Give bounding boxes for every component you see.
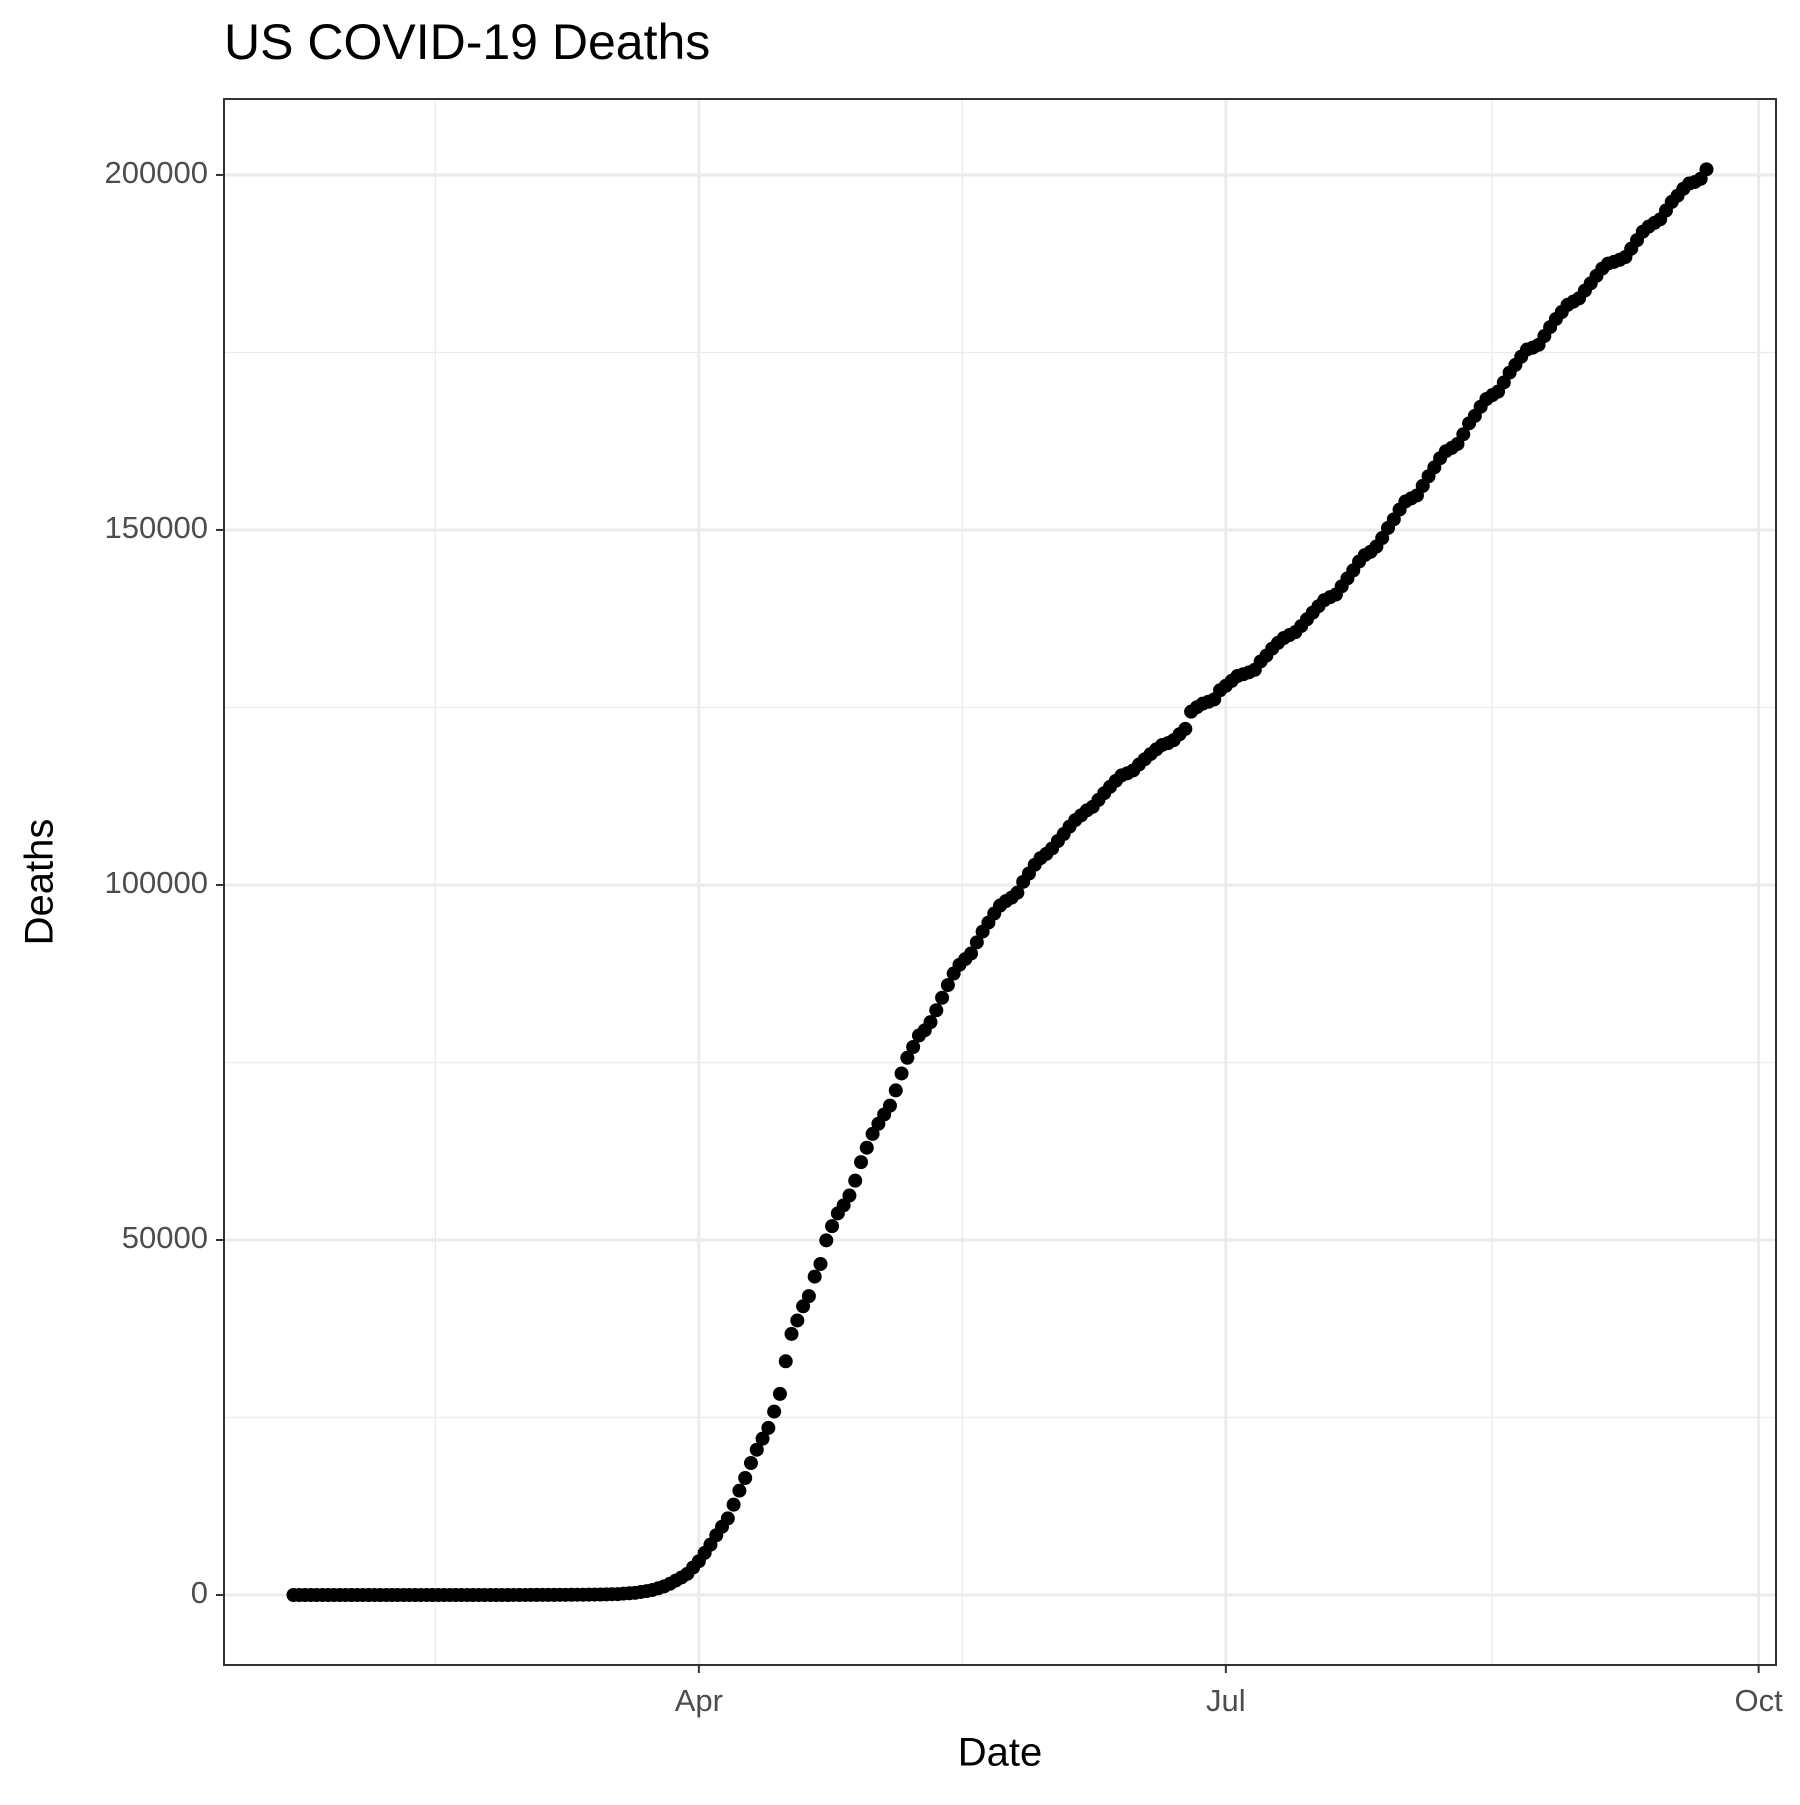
data-point: [807, 1269, 822, 1284]
data-point: [842, 1188, 857, 1203]
data-point: [796, 1299, 811, 1314]
panel-border: [223, 98, 1777, 1666]
data-point: [854, 1155, 869, 1170]
data-point: [900, 1050, 915, 1065]
data-point: [888, 1083, 903, 1098]
data-point: [882, 1098, 897, 1113]
data-point: [923, 1015, 938, 1030]
x-tick-label: Apr: [675, 1683, 723, 1718]
y-tick-label: 50000: [122, 1220, 208, 1255]
x-tick-label: Oct: [1735, 1683, 1784, 1718]
data-point: [784, 1326, 799, 1341]
data-point: [813, 1256, 828, 1271]
data-point: [761, 1420, 776, 1435]
data-point: [859, 1140, 874, 1155]
chart-title: US COVID-19 Deaths: [224, 14, 710, 70]
data-point: [1699, 162, 1714, 177]
data-point: [825, 1219, 840, 1234]
data-point: [964, 946, 979, 961]
data-point: [743, 1456, 758, 1471]
y-tick-label: 0: [191, 1575, 208, 1610]
data-point: [819, 1233, 834, 1248]
data-point: [865, 1126, 880, 1141]
data-point: [848, 1173, 863, 1188]
data-point: [906, 1040, 921, 1055]
data-point: [801, 1289, 816, 1304]
data-point: [732, 1483, 747, 1498]
data-point: [738, 1470, 753, 1485]
data-point: [778, 1354, 793, 1369]
data-point: [749, 1442, 764, 1457]
data-point: [790, 1313, 805, 1328]
y-axis-title: Deaths: [18, 819, 62, 946]
data-point: [929, 1003, 944, 1018]
data-point: [767, 1404, 782, 1419]
data-point: [772, 1386, 787, 1401]
data-point: [935, 990, 950, 1005]
y-tick-label: 200000: [105, 155, 208, 190]
y-tick-label: 100000: [105, 865, 208, 900]
y-tick-label: 150000: [105, 510, 208, 545]
data-point: [1010, 885, 1025, 900]
data-point: [720, 1511, 735, 1526]
x-tick-label: Jul: [1206, 1683, 1246, 1718]
data-point: [969, 935, 984, 950]
data-point: [894, 1066, 909, 1081]
data-point: [755, 1431, 770, 1446]
data-point: [1178, 721, 1193, 736]
x-axis-title: Date: [958, 1731, 1043, 1775]
data-point: [726, 1497, 741, 1512]
data-point: [1456, 427, 1471, 442]
data-point: [940, 978, 955, 993]
